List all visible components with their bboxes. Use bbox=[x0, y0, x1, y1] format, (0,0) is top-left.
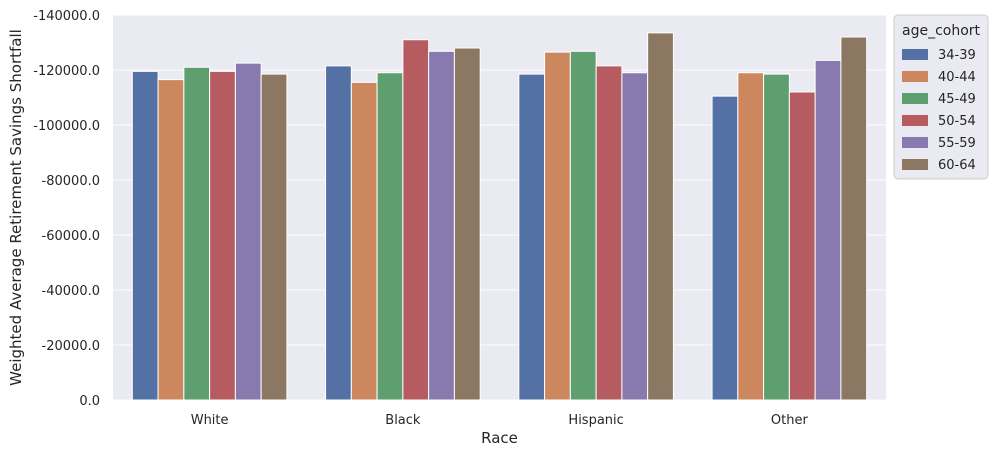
x-axis-ticks: White Black Hispanic Other bbox=[191, 413, 809, 428]
bar-black-34-39 bbox=[325, 65, 352, 401]
bar-black-60-64 bbox=[453, 47, 481, 401]
bar-white-34-39 bbox=[131, 70, 159, 401]
bar-black-40-44 bbox=[350, 81, 378, 401]
bar-hispanic-45-49 bbox=[569, 50, 597, 401]
legend-swatch-45-49 bbox=[902, 93, 928, 104]
bar-other-45-49 bbox=[763, 73, 790, 401]
legend-label: 55-59 bbox=[938, 136, 976, 151]
bar-hispanic-55-59 bbox=[621, 72, 649, 401]
bars bbox=[131, 32, 868, 401]
bar-other-55-59 bbox=[814, 59, 842, 401]
bar-hispanic-34-39 bbox=[518, 73, 546, 401]
bar-white-60-64 bbox=[260, 73, 288, 401]
y-tick-label: -80000.0 bbox=[42, 174, 100, 189]
legend-label: 60-64 bbox=[938, 158, 976, 173]
bar-black-45-49 bbox=[376, 72, 404, 401]
y-tick-label: -120000.0 bbox=[33, 64, 100, 79]
legend-label: 45-49 bbox=[938, 92, 976, 107]
legend-label: 50-54 bbox=[938, 114, 976, 129]
x-tick-label: White bbox=[191, 413, 229, 428]
legend: age_cohort 34-39 40-44 45-49 50-54 55-59 60-6… bbox=[893, 14, 989, 180]
y-tick-label: -40000.0 bbox=[42, 284, 100, 299]
y-axis-ticks: 0.0 -20000.0 -40000.0 -60000.0 -80000.0 -1000… bbox=[33, 9, 100, 409]
x-axis-title: Race bbox=[481, 429, 518, 447]
legend-label: 34-39 bbox=[938, 48, 976, 63]
bar-hispanic-50-54 bbox=[595, 65, 623, 401]
legend-title: age_cohort bbox=[902, 23, 981, 39]
legend-label: 40-44 bbox=[938, 70, 976, 85]
legend-items: 34-39 40-44 45-49 50-54 55-59 60-64 bbox=[902, 48, 976, 173]
bar-other-34-39 bbox=[711, 95, 739, 401]
bar-black-55-59 bbox=[428, 50, 455, 401]
legend-swatch-55-59 bbox=[902, 137, 928, 148]
x-tick-label: Hispanic bbox=[568, 413, 623, 428]
bar-hispanic-60-64 bbox=[647, 32, 674, 401]
bar-other-40-44 bbox=[737, 72, 765, 401]
bar-white-40-44 bbox=[157, 79, 185, 401]
bar-white-55-59 bbox=[234, 62, 262, 401]
y-tick-label: -60000.0 bbox=[42, 229, 100, 244]
y-tick-label: -20000.0 bbox=[42, 339, 100, 354]
legend-swatch-40-44 bbox=[902, 71, 928, 82]
legend-swatch-60-64 bbox=[902, 159, 928, 170]
legend-swatch-50-54 bbox=[902, 115, 928, 126]
bar-other-50-54 bbox=[788, 91, 816, 401]
x-tick-label: Black bbox=[385, 413, 421, 428]
bar-white-45-49 bbox=[183, 66, 211, 401]
legend-swatch-34-39 bbox=[902, 49, 928, 60]
bar-black-50-54 bbox=[402, 39, 430, 401]
y-axis-title: Weighted Average Retirement Savings Shor… bbox=[7, 29, 25, 386]
y-tick-label: -100000.0 bbox=[33, 119, 100, 134]
y-tick-label: -140000.0 bbox=[33, 9, 100, 24]
x-tick-label: Other bbox=[771, 413, 809, 428]
bar-hispanic-40-44 bbox=[544, 51, 571, 401]
bar-other-60-64 bbox=[840, 36, 868, 401]
bar-white-50-54 bbox=[209, 70, 236, 401]
y-tick-label: 0.0 bbox=[79, 394, 100, 409]
